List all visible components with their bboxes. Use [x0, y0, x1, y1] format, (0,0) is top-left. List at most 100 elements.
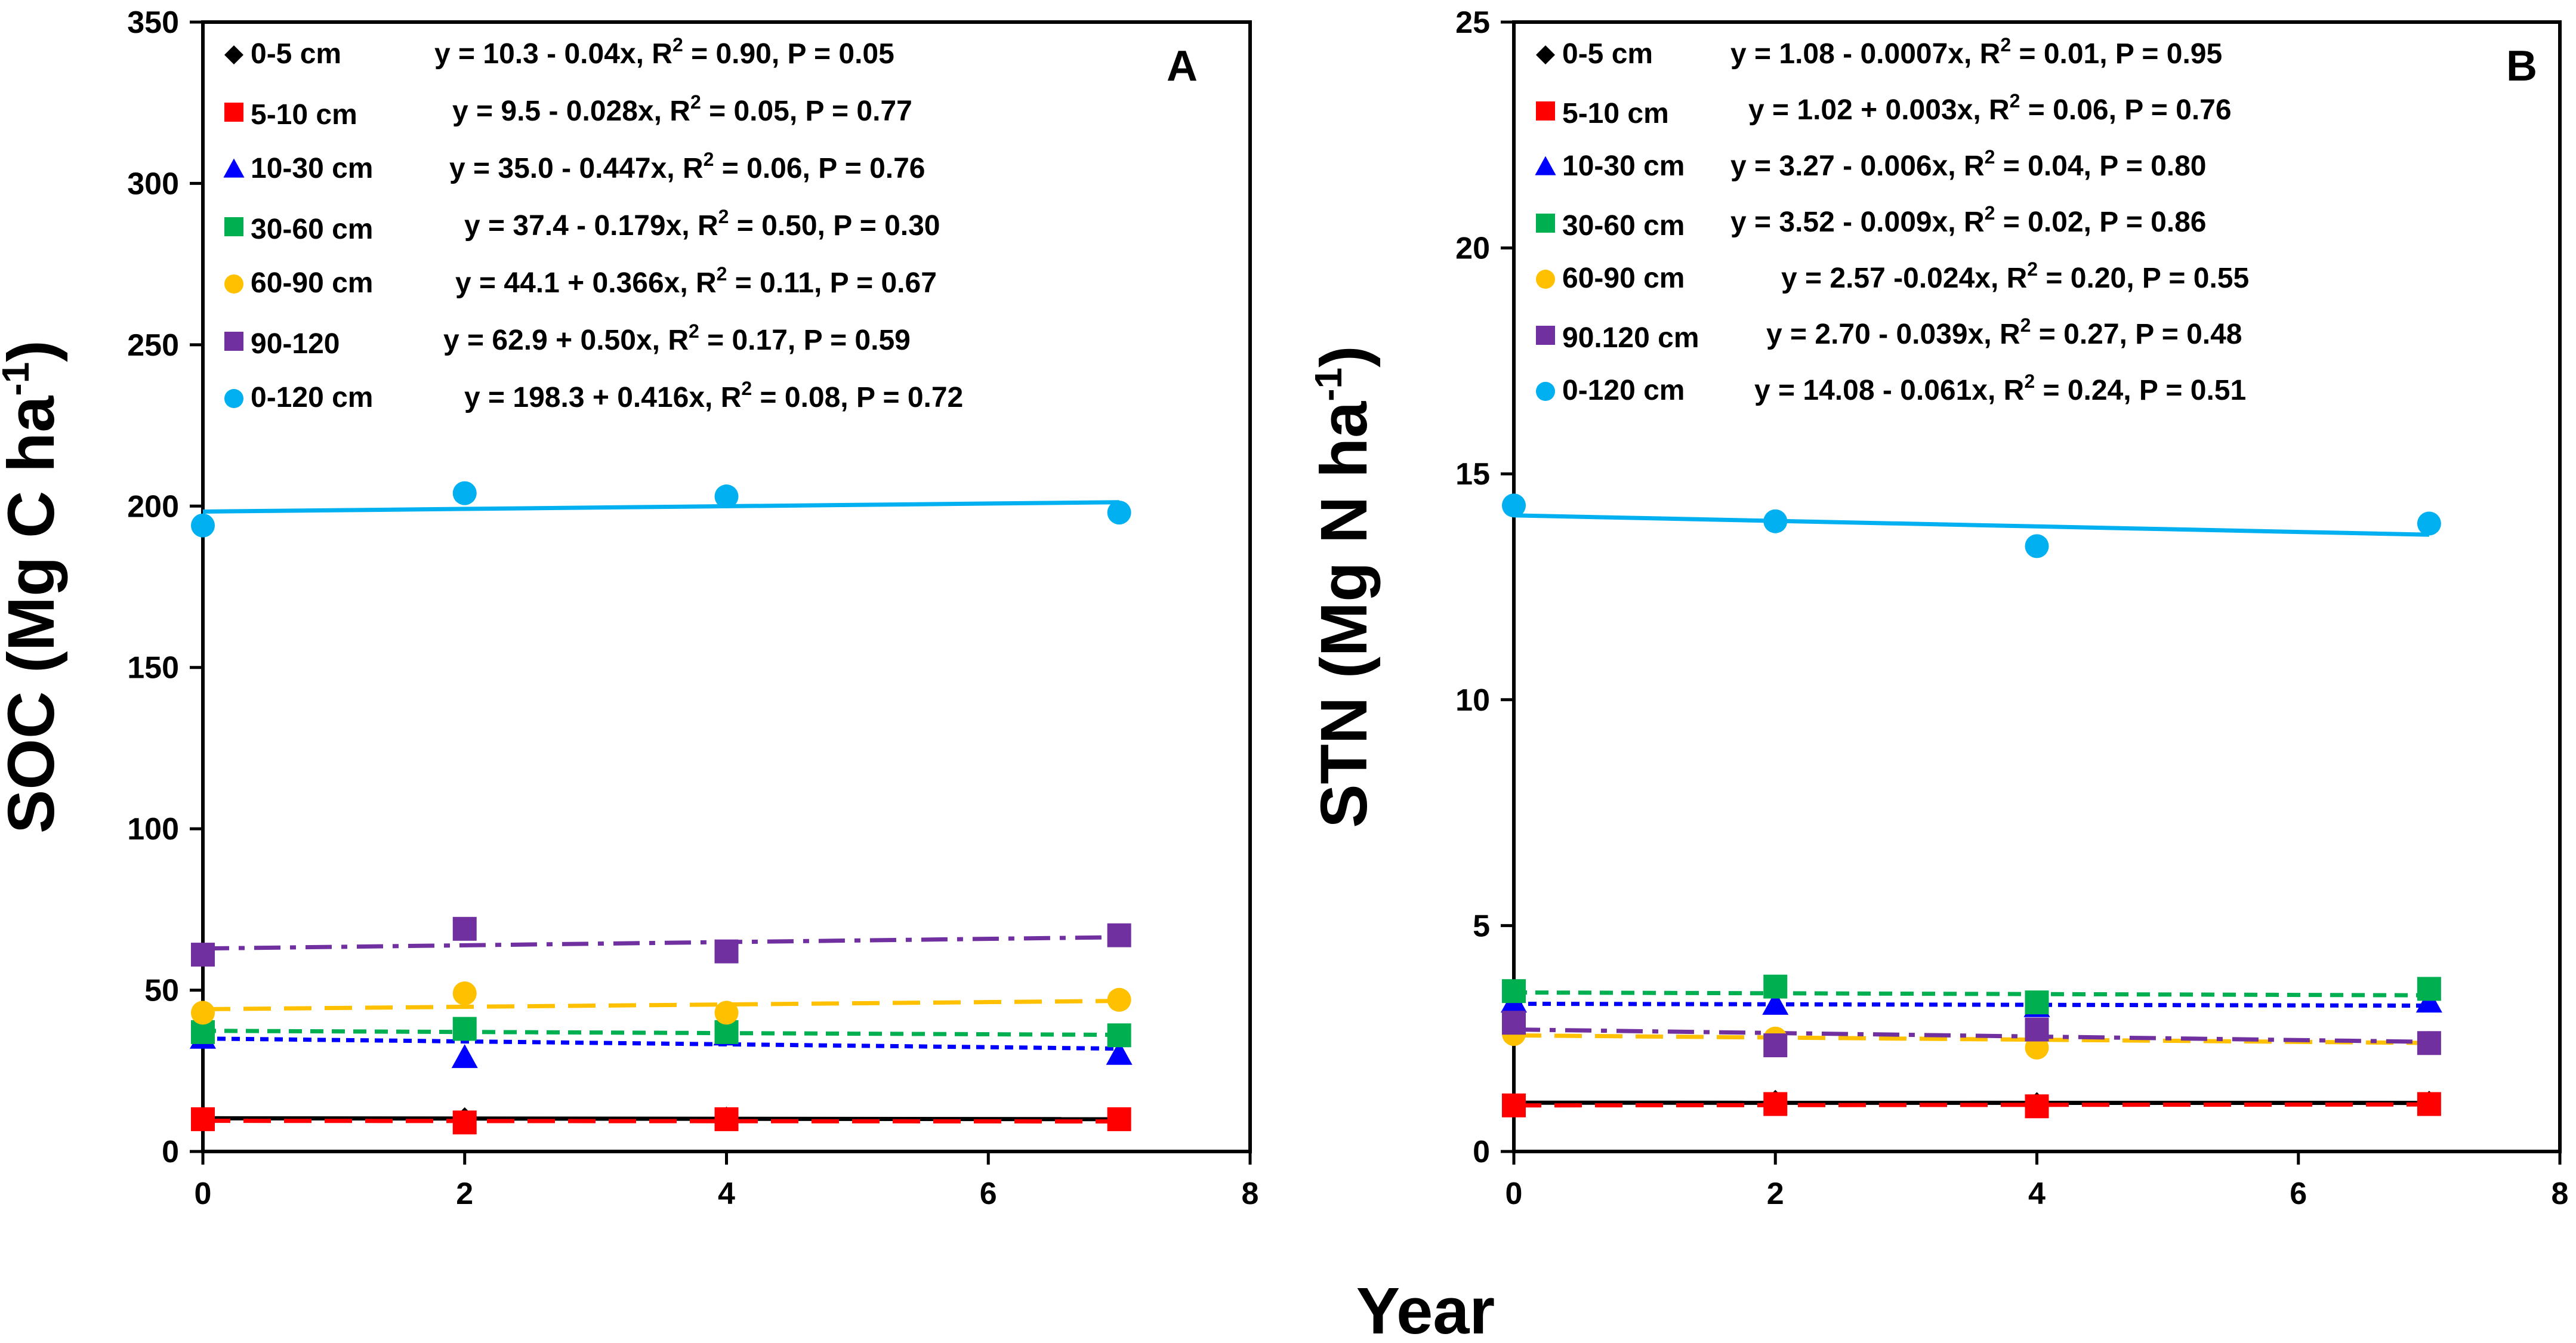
- data-point: [1107, 1023, 1131, 1048]
- x-tick-label: 0: [195, 1177, 212, 1211]
- y-tick-label: 250: [127, 328, 179, 363]
- legend-marker: [224, 274, 243, 294]
- y-tick-label: 10: [1455, 683, 1490, 718]
- x-tick-label: 8: [2552, 1177, 2569, 1211]
- regression-equation: y = 198.3 + 0.416x, R2 = 0.08, P = 0.72: [464, 378, 963, 413]
- y-tick-label: 200: [127, 489, 179, 524]
- legend-label: 90.120 cm: [1562, 322, 1699, 354]
- regression-equation: y = 2.57 -0.024x, R2 = 0.20, P = 0.55: [1781, 258, 2249, 294]
- y-tick-label: 25: [1455, 5, 1490, 40]
- data-point: [1762, 990, 1789, 1015]
- panel-b: 0 5 10 15 20 25 0 2 4 6 8 STN (Mg N ha-1) B 0-5 cm y =…: [1307, 5, 2568, 1211]
- trend-line: [1513, 1001, 2429, 1008]
- legend-label: 60-90 cm: [251, 267, 373, 299]
- data-point: [714, 484, 739, 509]
- legend-label: 5-10 cm: [251, 99, 357, 131]
- y-tick-label: 150: [127, 651, 179, 686]
- legend-marker: [1536, 101, 1555, 121]
- x-tick-label: 6: [980, 1177, 997, 1211]
- data-point: [2025, 534, 2049, 558]
- y-tick-label: 5: [1473, 909, 1490, 943]
- panel-label: A: [1167, 42, 1198, 90]
- y-tick-label: 20: [1455, 231, 1490, 266]
- data-point: [191, 513, 215, 538]
- data-point: [191, 1001, 215, 1025]
- trend-line: [202, 999, 1119, 1011]
- y-tick-label: 100: [127, 812, 179, 847]
- y-axis-title: STN (Mg N ha-1): [1307, 345, 1381, 828]
- data-point: [1502, 979, 1526, 1004]
- x-tick-label: 0: [1506, 1177, 1523, 1211]
- legend-label: 30-60 cm: [251, 214, 373, 245]
- y-tick-label: 0: [162, 1135, 179, 1169]
- data-point: [714, 939, 739, 964]
- legend-marker: [1536, 326, 1555, 345]
- trend-line: [202, 1036, 1119, 1051]
- plot-frame: [201, 20, 1252, 1153]
- trend-line: [202, 500, 1119, 514]
- regression-equation: y = 62.9 + 0.50x, R2 = 0.17, P = 0.59: [443, 320, 911, 356]
- x-tick-label: 4: [2028, 1177, 2046, 1211]
- legend-marker: [224, 332, 243, 351]
- data-point: [1106, 1041, 1133, 1065]
- panel-label: B: [2506, 42, 2537, 90]
- data-point: [2417, 977, 2441, 1001]
- legend-marker: [223, 158, 245, 178]
- data-point: [2025, 1094, 2049, 1119]
- trend-line: [1513, 1102, 2429, 1108]
- data-point: [1107, 987, 1131, 1012]
- data-point: [1107, 1107, 1131, 1131]
- legend-label: 0-5 cm: [1562, 38, 1653, 70]
- data-point: [2417, 1092, 2441, 1116]
- legend-marker: [224, 217, 243, 236]
- legend-marker: [1536, 270, 1555, 289]
- trend-line: [1513, 1033, 2429, 1045]
- data-point: [452, 1110, 477, 1135]
- legend-marker: [1536, 45, 1555, 64]
- regression-equation: y = 1.02 + 0.003x, R2 = 0.06, P = 0.76: [1748, 90, 2232, 126]
- y-tick-label: 350: [127, 5, 179, 40]
- regression-equation: y = 14.08 - 0.061x, R2 = 0.24, P = 0.51: [1754, 371, 2246, 406]
- data-point: [2025, 1017, 2049, 1042]
- trend-line: [202, 1116, 1119, 1122]
- x-tick-label: 4: [718, 1177, 735, 1211]
- data-point: [1763, 1033, 1788, 1058]
- data-point: [1763, 974, 1788, 999]
- trend-line: [1513, 513, 2429, 537]
- legend-label: 10-30 cm: [1562, 150, 1685, 182]
- y-tick-label: 50: [144, 974, 179, 1008]
- data-point: [1502, 493, 1526, 518]
- legend-marker: [1535, 156, 1556, 175]
- regression-equation: y = 44.1 + 0.366x, R2 = 0.11, P = 0.67: [455, 263, 937, 299]
- regression-equation: y = 3.27 - 0.006x, R2 = 0.04, P = 0.80: [1730, 146, 2207, 182]
- plot-frame: [1512, 20, 2562, 1153]
- data-point: [191, 1107, 215, 1131]
- x-tick-label: 2: [456, 1177, 473, 1211]
- y-tick-label: 300: [127, 166, 179, 201]
- legend-label: 10-30 cm: [251, 153, 373, 184]
- trend-line: [1513, 990, 2429, 998]
- legend-label: 90-120: [251, 328, 340, 360]
- x-axis-title: Year: [1356, 1274, 1495, 1343]
- legend-label: 0-5 cm: [251, 38, 341, 70]
- x-tick-label: 8: [1242, 1177, 1259, 1211]
- regression-equation: y = 10.3 - 0.04x, R2 = 0.90, P = 0.05: [434, 34, 894, 70]
- data-point: [2417, 1031, 2441, 1055]
- data-point: [452, 981, 477, 1005]
- regression-equation: y = 1.08 - 0.0007x, R2 = 0.01, P = 0.95: [1730, 34, 2222, 70]
- data-point: [2025, 1035, 2049, 1060]
- legend-marker: [1536, 214, 1555, 233]
- data-point: [452, 481, 477, 505]
- y-axis-title: SOC (Mg C ha-1): [0, 340, 68, 833]
- data-point: [1502, 1011, 1526, 1035]
- trend-line: [202, 935, 1119, 951]
- data-point: [2417, 511, 2441, 536]
- trend-line: [202, 1029, 1119, 1037]
- data-point: [1502, 1093, 1526, 1117]
- data-point: [714, 1001, 739, 1025]
- panel-a: 0 50 100 150 200 250 300 350 0 2 4 6 8 SOC (Mg C ha-1…: [0, 5, 1258, 1211]
- data-point: [191, 943, 215, 967]
- regression-equation: y = 37.4 - 0.179x, R2 = 0.50, P = 0.30: [464, 206, 940, 242]
- legend-marker: [224, 103, 243, 122]
